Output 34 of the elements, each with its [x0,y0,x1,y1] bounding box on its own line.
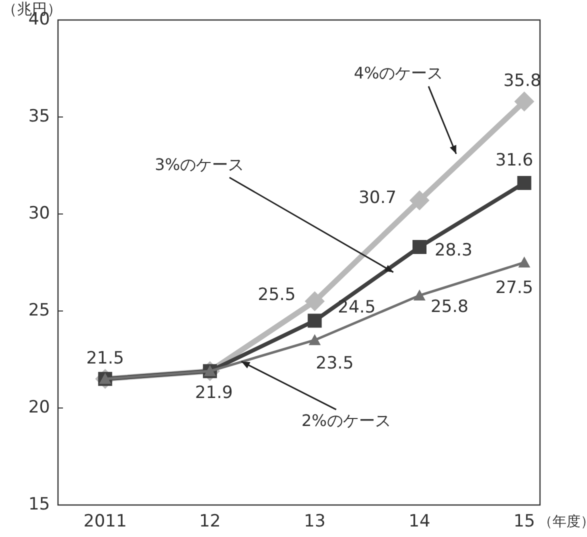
point [412,240,426,254]
data-label: 28.3 [434,240,472,261]
point [518,256,530,268]
point [304,291,325,312]
text: 4%のケース [354,64,444,83]
point [517,176,532,190]
x-axis-title: （年度） [538,514,587,530]
x-tick-label: 12 [199,512,221,532]
x-tick-label: 14 [408,512,430,532]
text: 3%のケース [154,154,244,174]
data-label: 25.5 [258,284,296,305]
data-label: 30.7 [358,188,396,208]
y-tick-label: 35 [28,106,50,127]
y-tick-label: 20 [28,398,50,418]
data-label: 24.5 [338,297,376,318]
point [308,314,322,328]
y-tick-label: 25 [28,300,50,321]
point [410,190,430,210]
point [308,334,321,346]
x-tick-label: 2011 [84,512,127,532]
text: 2%のケース [301,410,391,430]
data-label: 21.9 [195,382,233,403]
data-label: 31.6 [495,150,534,171]
y-tick-label: 30 [28,204,50,224]
data-label: 21.5 [86,348,124,369]
data-label: 23.5 [316,354,354,374]
y-tick-label: 15 [28,494,50,515]
data-label: 35.8 [503,71,542,92]
data-label: 25.8 [430,297,468,318]
data-label: 27.5 [495,278,534,298]
x-tick-label: 13 [304,512,326,532]
point [514,91,534,112]
point [414,289,426,300]
x-tick-label: 15 [513,512,536,532]
